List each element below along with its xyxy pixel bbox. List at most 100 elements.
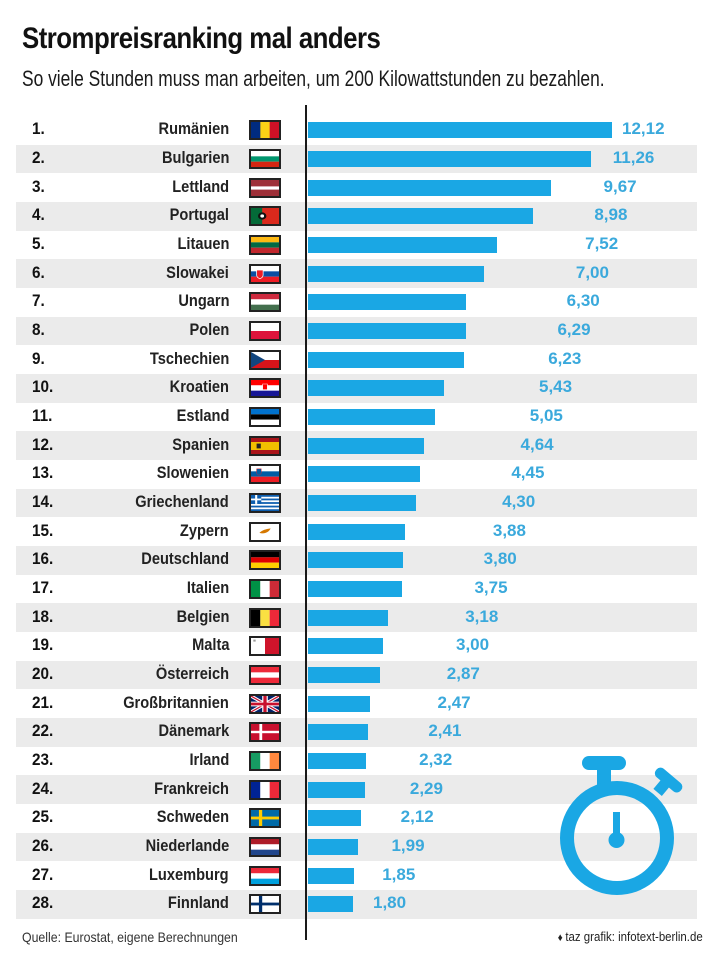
value-label: 7,52: [585, 234, 619, 253]
rank-label: 17.: [32, 578, 54, 598]
latvia-flag-icon: [249, 177, 281, 198]
value-label: 12,12: [622, 119, 665, 139]
credit-text: taz grafik: infotext-berlin.de: [565, 929, 703, 944]
value-label: 5,43: [539, 377, 573, 397]
value-label: 2,29: [409, 778, 443, 798]
country-label: Zypern: [180, 520, 229, 540]
rank-label: 2.: [32, 148, 45, 167]
malta-flag-icon: [249, 636, 281, 657]
bar: [308, 867, 355, 884]
rank-label: 1.: [32, 119, 45, 139]
country-label: Rumänien: [158, 119, 229, 139]
bar: [308, 323, 466, 340]
country-label: Ungarn: [177, 291, 229, 311]
country-label: Portugal: [169, 205, 229, 225]
country-label: Tschechien: [149, 348, 229, 368]
rank-label: 13.: [32, 463, 54, 483]
value-label: 7,00: [575, 262, 609, 282]
bar: [308, 437, 425, 454]
rank-label: 26.: [32, 836, 54, 856]
value-label: 3,75: [474, 578, 508, 598]
country-label: Irland: [189, 750, 229, 770]
chart-subtitle: So viele Stunden muss man arbeiten, um 2…: [22, 66, 605, 91]
poland-flag-icon: [249, 321, 281, 342]
source-note: Quelle: Eurostat, eigene Berechnungen: [22, 929, 238, 945]
value-label: 4,30: [502, 492, 536, 512]
country-label: Österreich: [155, 664, 229, 684]
bar: [308, 810, 362, 827]
chart-title: Strompreisranking mal anders: [22, 22, 381, 55]
rank-label: 9.: [32, 348, 45, 368]
bar: [308, 753, 367, 770]
bar: [308, 724, 369, 741]
country-label: Polen: [189, 320, 229, 340]
value-label: 6,29: [557, 320, 591, 340]
ireland-flag-icon: [249, 751, 281, 772]
value-label: 8,98: [594, 205, 628, 225]
country-label: Lettland: [172, 176, 229, 196]
denmark-flag-icon: [249, 722, 281, 743]
value-label: 4,45: [511, 463, 545, 483]
slovakia-flag-icon: [249, 263, 281, 284]
value-label: 5,05: [529, 406, 563, 426]
greece-flag-icon: [249, 493, 281, 514]
sweden-flag-icon: [249, 808, 281, 829]
estonia-flag-icon: [249, 407, 281, 428]
bar: [308, 638, 384, 655]
italy-flag-icon: [249, 579, 281, 600]
rank-label: 24.: [32, 778, 54, 798]
slovenia-flag-icon: [249, 464, 281, 485]
bar: [308, 151, 591, 167]
country-label: Belgien: [176, 606, 229, 626]
value-label: 1,85: [382, 864, 416, 884]
croatia-flag-icon: [249, 378, 281, 399]
finland-flag-icon: [249, 894, 281, 915]
value-label: 3,18: [465, 606, 499, 626]
cyprus-flag-icon: [249, 521, 281, 542]
rank-label: 5.: [32, 234, 45, 253]
value-label: 2,87: [446, 664, 480, 684]
uk-flag-icon: [249, 693, 281, 714]
stopwatch-icon: [560, 756, 683, 895]
czechia-flag-icon: [249, 349, 281, 370]
bar: [308, 466, 420, 483]
country-label: Griechenland: [135, 492, 229, 512]
bulgaria-flag-icon: [249, 149, 281, 169]
bar: [308, 781, 366, 798]
rank-label: 14.: [32, 492, 54, 512]
austria-flag-icon: [249, 665, 281, 686]
bar: [308, 581, 403, 598]
value-label: 1,80: [373, 893, 407, 913]
value-label: 3,88: [492, 520, 526, 540]
country-label: Estland: [176, 406, 229, 426]
romania-flag-icon: [249, 120, 281, 141]
value-label: 11,26: [612, 148, 655, 167]
country-label: Italien: [186, 578, 229, 598]
country-label: Dänemark: [158, 721, 229, 741]
value-label: 2,47: [437, 692, 471, 712]
bar: [308, 208, 534, 225]
country-label: Schweden: [156, 807, 229, 827]
rank-label: 22.: [32, 721, 54, 741]
bar: [308, 294, 467, 311]
taz-logo-icon: ♦: [558, 932, 564, 944]
country-label: Niederlande: [145, 836, 229, 856]
country-label: Litauen: [177, 234, 229, 253]
country-label: Frankreich: [154, 778, 229, 798]
country-label: Kroatien: [169, 377, 229, 397]
bar: [308, 237, 497, 253]
bar: [308, 896, 354, 913]
value-label: 3,80: [483, 549, 517, 569]
rank-label: 19.: [32, 635, 54, 655]
country-label: Großbritannien: [123, 692, 229, 712]
bar: [308, 523, 406, 540]
rank-label: 3.: [32, 176, 45, 196]
value-label: 1,99: [391, 836, 425, 856]
rank-label: 15.: [32, 520, 54, 540]
bar: [308, 179, 551, 196]
bar: [308, 122, 613, 139]
country-label: Finnland: [168, 893, 229, 913]
value-label: 2,32: [419, 750, 453, 770]
hungary-flag-icon: [249, 292, 281, 313]
